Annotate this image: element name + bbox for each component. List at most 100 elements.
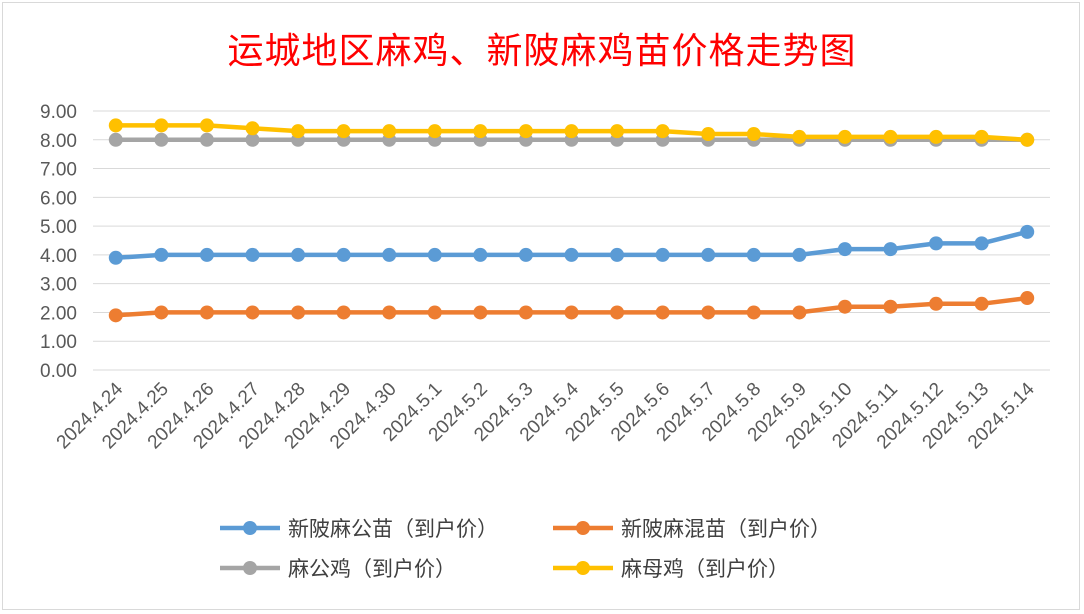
y-tick-label: 3.00	[40, 275, 77, 296]
data-point	[610, 305, 625, 320]
data-point	[929, 296, 944, 311]
legend-item: 麻公鸡（到户价）	[220, 557, 456, 581]
data-point	[245, 247, 260, 262]
data-point	[291, 124, 306, 139]
data-point	[291, 305, 306, 320]
data-point	[655, 247, 670, 262]
data-point	[837, 299, 852, 314]
legend-label: 麻公鸡（到户价）	[288, 557, 456, 581]
data-point	[974, 296, 989, 311]
series-layer	[108, 118, 1035, 323]
data-point	[199, 305, 214, 320]
data-point	[199, 247, 214, 262]
data-point	[837, 129, 852, 144]
legend-marker	[576, 521, 590, 535]
y-tick-label: 2.00	[40, 303, 77, 324]
series-4	[108, 118, 1035, 147]
data-point	[837, 242, 852, 257]
legend-item: 新陂麻公苗（到户价）	[220, 517, 498, 541]
y-tick-label: 8.00	[40, 131, 77, 152]
y-tick-label: 1.00	[40, 332, 77, 353]
data-point	[883, 129, 898, 144]
data-point	[564, 305, 579, 320]
legend-marker	[576, 561, 590, 575]
data-point	[427, 247, 442, 262]
legend-item: 麻母鸡（到户价）	[553, 557, 789, 581]
x-axis-category-labels: 2024.4.242024.4.252024.4.262024.4.272024…	[53, 378, 1039, 453]
data-point	[929, 129, 944, 144]
data-point	[382, 247, 397, 262]
y-tick-label: 6.00	[40, 188, 77, 209]
data-point	[154, 132, 169, 147]
legend-label: 麻母鸡（到户价）	[621, 557, 789, 581]
data-point	[792, 129, 807, 144]
data-point	[1020, 291, 1035, 306]
data-point	[1020, 224, 1035, 239]
data-point	[473, 305, 488, 320]
y-tick-label: 0.00	[40, 361, 77, 382]
data-point	[701, 127, 716, 142]
data-point	[154, 305, 169, 320]
data-point	[792, 305, 807, 320]
data-point	[883, 299, 898, 314]
data-point	[108, 308, 123, 323]
legend-label: 新陂麻公苗（到户价）	[288, 517, 498, 541]
data-point	[336, 305, 351, 320]
data-point	[427, 124, 442, 139]
data-point	[245, 305, 260, 320]
data-point	[746, 127, 761, 142]
data-point	[564, 247, 579, 262]
legend: 新陂麻公苗（到户价） 新陂麻混苗（到户价） 麻公鸡（到户价） 麻母鸡（到户价）	[220, 517, 831, 581]
data-point	[746, 247, 761, 262]
data-point	[792, 247, 807, 262]
series-3	[108, 132, 1035, 147]
data-point	[154, 247, 169, 262]
data-point	[518, 247, 533, 262]
data-point	[473, 247, 488, 262]
y-tick-label: 7.00	[40, 160, 77, 181]
data-point	[655, 124, 670, 139]
data-point	[199, 132, 214, 147]
data-point	[291, 247, 306, 262]
data-point	[108, 132, 123, 147]
data-point	[974, 236, 989, 251]
data-point	[610, 247, 625, 262]
data-point	[154, 118, 169, 133]
chart-title: 运城地区麻鸡、新陂麻鸡苗价格走势图	[227, 31, 857, 72]
series-2	[108, 291, 1035, 323]
data-point	[564, 124, 579, 139]
gridlines	[93, 110, 1050, 371]
y-tick-label: 4.00	[40, 246, 77, 267]
data-point	[245, 132, 260, 147]
data-point	[518, 124, 533, 139]
data-point	[883, 242, 898, 257]
data-point	[382, 305, 397, 320]
data-point	[427, 305, 442, 320]
data-point	[746, 305, 761, 320]
data-point	[974, 129, 989, 144]
data-point	[610, 124, 625, 139]
data-point	[108, 250, 123, 265]
legend-label: 新陂麻混苗（到户价）	[621, 517, 831, 541]
data-point	[518, 305, 533, 320]
data-point	[245, 121, 260, 136]
data-point	[701, 305, 716, 320]
y-tick-label: 5.00	[40, 217, 77, 238]
data-point	[108, 118, 123, 133]
data-point	[929, 236, 944, 251]
data-point	[199, 118, 214, 133]
series-1	[108, 224, 1035, 265]
y-axis-tick-labels: 0.00 1.00 2.00 3.00 4.00 5.00 6.00 7.00 8.00 9.00	[40, 102, 77, 382]
legend-item: 新陂麻混苗（到户价）	[553, 517, 831, 541]
data-point	[473, 124, 488, 139]
data-point	[701, 247, 716, 262]
legend-marker	[243, 521, 257, 535]
data-point	[336, 247, 351, 262]
data-point	[382, 124, 397, 139]
legend-marker	[243, 561, 257, 575]
y-tick-label: 9.00	[40, 102, 77, 123]
data-point	[336, 124, 351, 139]
data-point	[655, 305, 670, 320]
data-point	[1020, 132, 1035, 147]
